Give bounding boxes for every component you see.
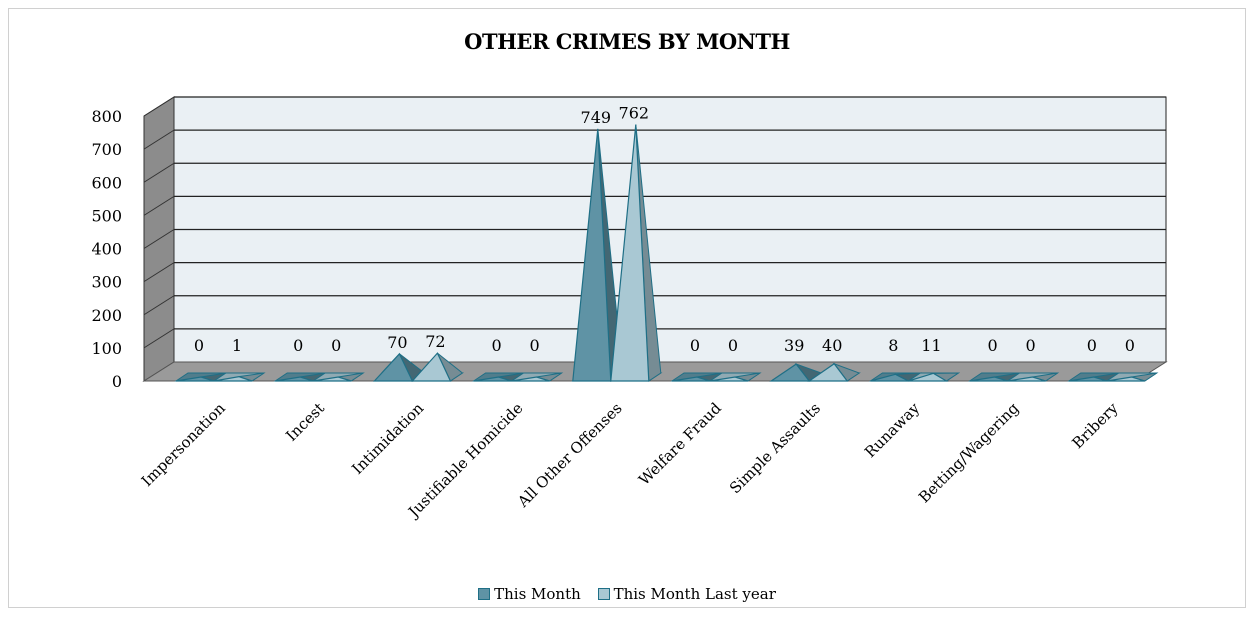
category-label: All Other Offenses bbox=[513, 399, 625, 511]
y-tick-label: 300 bbox=[91, 273, 122, 292]
pyramid-front bbox=[709, 376, 749, 382]
data-label: 0 bbox=[988, 336, 998, 355]
category-label: Bribery bbox=[1069, 399, 1122, 452]
data-label: 40 bbox=[822, 336, 842, 355]
chart-title: OTHER CRIMES BY MONTH bbox=[464, 29, 790, 54]
data-label: 0 bbox=[293, 336, 303, 355]
pyramid-front bbox=[373, 352, 414, 382]
pyramid-front bbox=[1068, 376, 1107, 382]
pyramid-front bbox=[572, 128, 612, 382]
data-label: 0 bbox=[1087, 336, 1097, 355]
y-tick-label: 700 bbox=[91, 140, 122, 159]
data-label: 0 bbox=[492, 336, 502, 355]
pyramid-front bbox=[610, 124, 650, 382]
category-label: Welfare Fraud bbox=[635, 399, 725, 489]
side-gridline bbox=[143, 96, 175, 117]
category-label: Incest bbox=[282, 399, 328, 445]
y-tick-label: 100 bbox=[91, 339, 122, 358]
pyramid-front bbox=[671, 376, 711, 382]
pyramid-front bbox=[769, 363, 811, 382]
data-label: 1 bbox=[232, 336, 242, 355]
pyramid-front bbox=[870, 373, 909, 382]
y-tick-label: 200 bbox=[91, 306, 122, 325]
y-tick-label: 600 bbox=[91, 173, 122, 192]
chart-frame: OTHER CRIMES BY MONTH 0 100 200 300 400 500 60… bbox=[8, 8, 1246, 608]
category-label: Runaway bbox=[861, 399, 923, 461]
data-label: 0 bbox=[530, 336, 540, 355]
legend-label-this-month: This Month bbox=[494, 585, 581, 603]
data-label: 0 bbox=[1026, 336, 1036, 355]
data-label: 0 bbox=[728, 336, 738, 355]
side-gridline bbox=[143, 162, 175, 183]
pyramid-front bbox=[175, 376, 215, 382]
legend-item-this-month-last-year: This Month Last year bbox=[597, 585, 776, 603]
pyramid-front bbox=[213, 376, 253, 382]
side-gridline bbox=[143, 328, 175, 349]
category-label: Intimidation bbox=[348, 399, 427, 478]
pyramid-front bbox=[275, 376, 314, 382]
legend: This Month This Month Last year bbox=[9, 585, 1245, 604]
category-label: Simple Assaults bbox=[726, 399, 824, 497]
data-label: 39 bbox=[784, 336, 804, 355]
data-label: 70 bbox=[387, 333, 407, 352]
pyramid-front bbox=[1007, 376, 1046, 382]
pyramid-front bbox=[1106, 376, 1145, 382]
data-label: 8 bbox=[888, 336, 898, 355]
pyramid-front bbox=[473, 376, 512, 382]
category-label: Betting/Wagering bbox=[915, 399, 1023, 507]
pyramid-front bbox=[969, 376, 1008, 382]
data-label: 762 bbox=[619, 104, 650, 123]
pyramid-front bbox=[807, 362, 849, 382]
category-label: Justifiable Homicide bbox=[403, 399, 526, 522]
side-gridline bbox=[143, 295, 175, 316]
y-tick-label: 0 bbox=[112, 372, 122, 391]
pyramid-front bbox=[411, 352, 452, 382]
y-tick-label: 500 bbox=[91, 206, 122, 225]
side-gridline bbox=[143, 229, 175, 249]
side-gridline bbox=[143, 129, 175, 150]
legend-item-this-month: This Month bbox=[478, 585, 581, 603]
legend-swatch-this-month bbox=[478, 588, 491, 600]
data-label: 0 bbox=[1125, 336, 1135, 355]
data-label: 0 bbox=[331, 336, 341, 355]
legend-label-this-month-last-year: This Month Last year bbox=[613, 585, 776, 603]
data-label: 72 bbox=[425, 332, 445, 351]
pyramid-front bbox=[908, 372, 949, 382]
data-label: 0 bbox=[194, 336, 204, 355]
data-label: 749 bbox=[581, 108, 612, 127]
y-tick-label: 400 bbox=[91, 240, 122, 259]
side-gridline bbox=[143, 195, 175, 216]
pyramid-front bbox=[511, 376, 550, 382]
pyramid-front bbox=[313, 376, 352, 382]
side-gridline bbox=[143, 262, 175, 283]
legend-swatch-this-month-last-year bbox=[597, 588, 610, 600]
y-tick-label: 800 bbox=[91, 107, 122, 126]
category-label: Impersonation bbox=[138, 399, 229, 490]
data-label: 11 bbox=[921, 336, 941, 355]
data-label: 0 bbox=[690, 336, 700, 355]
